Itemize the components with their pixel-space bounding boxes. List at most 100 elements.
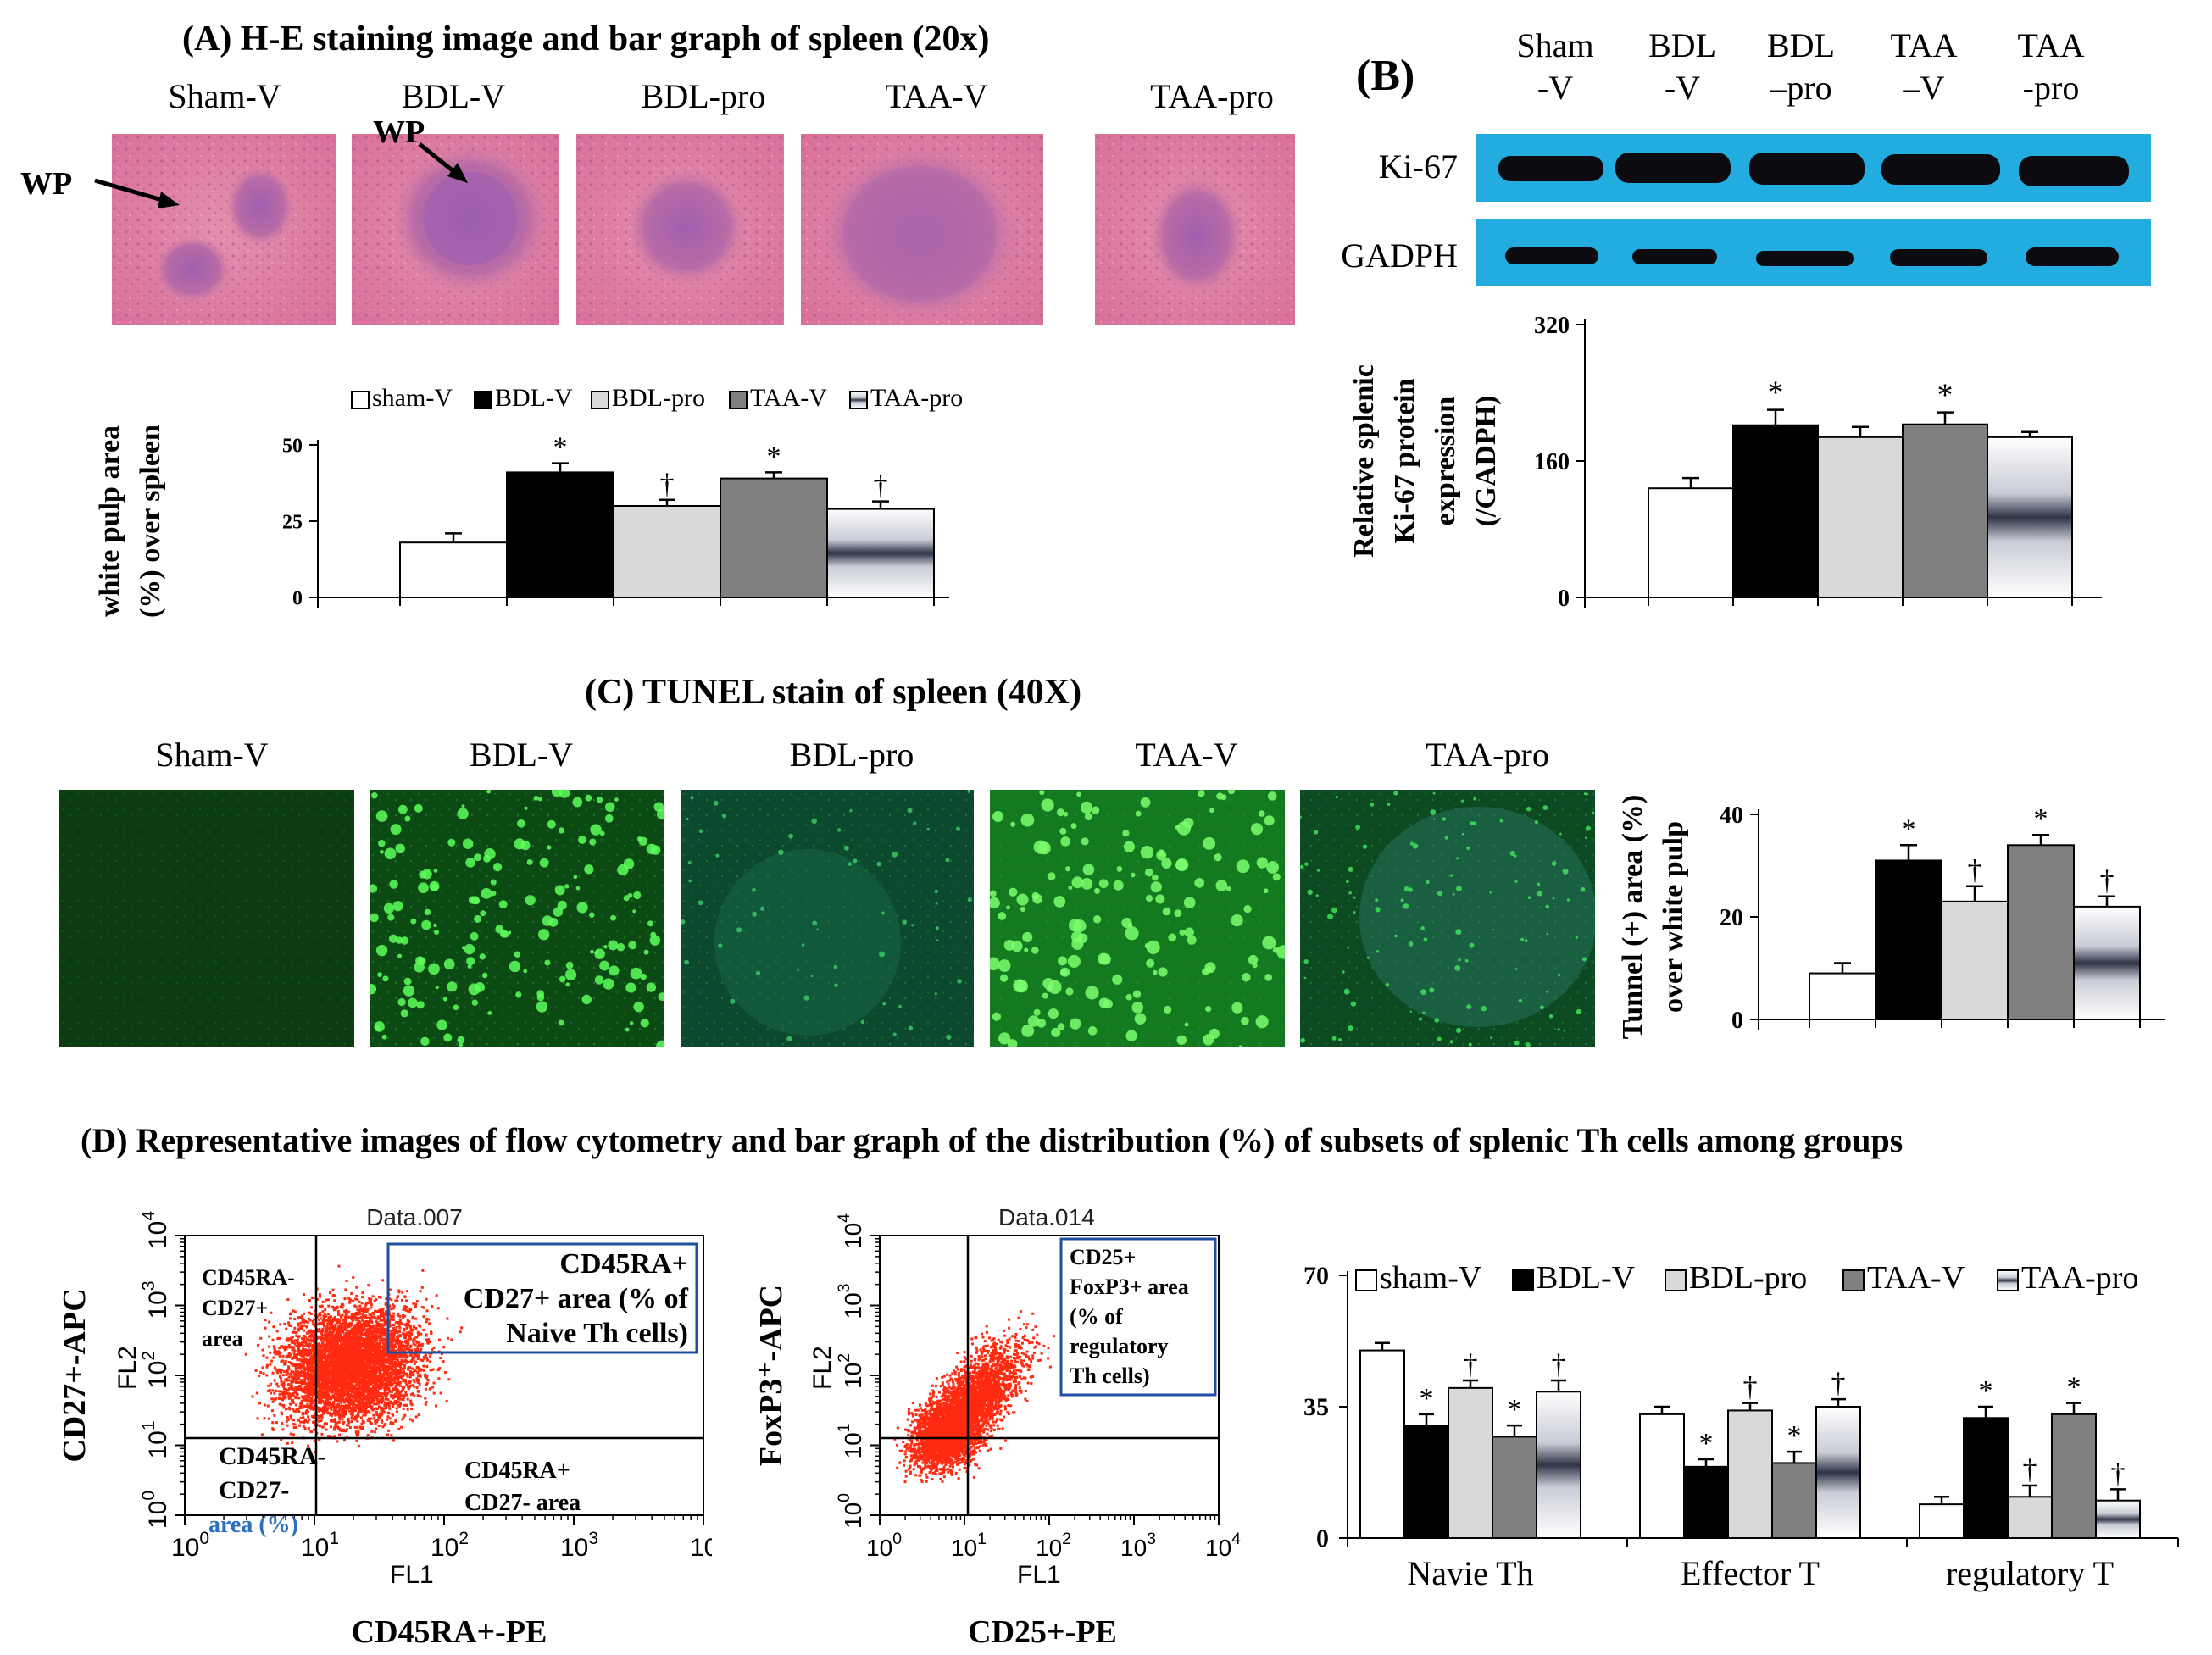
- legend-label: TAA-V: [1867, 1260, 1965, 1296]
- legend-swatch: [591, 391, 609, 409]
- bar: [1875, 859, 1942, 1020]
- gate-box-regulatory: [1059, 1237, 1217, 1397]
- wp-arrows: [94, 142, 468, 208]
- y-tick-label: 320: [1534, 313, 1570, 339]
- y-tick-label: 40: [1720, 803, 1743, 829]
- y-axis-title: FoxP3⁺-APC: [753, 1285, 789, 1466]
- y-tick-label: 103: [139, 1280, 172, 1319]
- bar: [613, 505, 721, 598]
- fl-x-label: FL1: [390, 1561, 434, 1589]
- y-axis-label: (%) over spleen: [135, 425, 166, 618]
- significance-mark: †: [2023, 1454, 2037, 1486]
- tunel-image-bdl-pro: [681, 790, 974, 1047]
- he-micrograph-taa-v: [801, 134, 1043, 325]
- x-tick-label: 104: [690, 1529, 712, 1562]
- bar: [826, 508, 935, 599]
- bar: [2007, 844, 2075, 1020]
- fl-y-label: FL2: [114, 1346, 142, 1390]
- legend-label: TAA-pro: [2021, 1260, 2138, 1296]
- he-micrograph-bdl-v: [352, 134, 559, 325]
- significance-mark: †: [2111, 1458, 2126, 1489]
- legend-swatch: [849, 391, 868, 409]
- y-tick-label: 50: [282, 435, 303, 457]
- bar: [1683, 1465, 1729, 1540]
- western-blot-gadph: [1476, 219, 2151, 286]
- panel-a-title: (A) H-E staining image and bar graph of …: [182, 19, 990, 58]
- western-blot-ki67: [1476, 134, 2151, 202]
- blot-label-gadph: GADPH: [1341, 236, 1458, 275]
- tunel-image-taa-pro: [1300, 790, 1595, 1047]
- category-label: regulatory T: [1946, 1554, 2114, 1592]
- legend-label: sham-V: [372, 384, 453, 412]
- he-micrograph-bdl-pro: [576, 134, 784, 325]
- legend-swatch: [729, 391, 748, 409]
- y-tick-label: 100: [835, 1493, 866, 1529]
- wp-label-bdl: WP: [373, 114, 425, 150]
- bar: [1987, 436, 2073, 598]
- bar: [1902, 423, 1988, 598]
- significance-mark: *: [1902, 814, 1916, 845]
- significance-mark: †: [1968, 855, 1982, 886]
- tunel-image-taa-v: [990, 790, 1285, 1047]
- tunel-label-bdl-pro: BDL-pro: [789, 736, 914, 774]
- quadrant-ur-label: CD25+: [1070, 1245, 1136, 1269]
- y-tick-label: 0: [1316, 1524, 1329, 1552]
- significance-mark: †: [660, 469, 675, 500]
- bar: [1919, 1503, 1965, 1539]
- lane-label: –V: [1903, 69, 1945, 107]
- bar: [2095, 1499, 2141, 1540]
- significance-mark: *: [1937, 378, 1954, 414]
- legend-swatch: [1842, 1269, 1865, 1291]
- legend-swatch: [351, 391, 370, 409]
- legend-swatch: [1512, 1269, 1534, 1291]
- bar: [1941, 900, 2009, 1020]
- x-axis-title: CD45RA+-PE: [352, 1614, 547, 1650]
- y-tick-label: 100: [139, 1491, 172, 1529]
- legend-label: BDL-pro: [1689, 1260, 1807, 1296]
- x-tick-label: 100: [866, 1530, 902, 1561]
- legend-label: sham-V: [1380, 1260, 1482, 1296]
- fl-y-label: FL2: [809, 1346, 836, 1390]
- quadrant-ll-label: CD27-: [219, 1476, 289, 1504]
- bar: [399, 541, 508, 598]
- significance-mark: *: [2034, 803, 2048, 835]
- tunel-image-bdl-v: [370, 790, 664, 1047]
- bar: [1727, 1409, 1773, 1539]
- legend-label: BDL-V: [495, 384, 573, 412]
- legend-label: BDL-V: [1537, 1260, 1636, 1296]
- bar: [1492, 1436, 1537, 1539]
- th-subsets-chart: sham-V BDL-V BDL-pro TAA-V TAA-pro 0 35 70 * † * † N…: [1303, 1260, 2179, 1592]
- legend-swatch: [1665, 1269, 1687, 1291]
- he-label-sham-v: Sham-V: [168, 77, 281, 115]
- y-axis-label: white pulp area: [94, 425, 125, 617]
- y-tick-label: 0: [292, 587, 303, 609]
- tunel-image-sham-v: [59, 790, 354, 1047]
- legend-swatch: [474, 391, 492, 409]
- ki67-chart: Relative splenic Ki-67 protein expression (…: [1348, 313, 2102, 612]
- y-axis-label: Ki-67 protein: [1389, 378, 1420, 543]
- y-tick-label: 25: [282, 511, 303, 533]
- bar: [1359, 1349, 1405, 1539]
- lane-label: -pro: [2022, 69, 2080, 107]
- y-axis-title: CD27+-APC: [57, 1288, 92, 1462]
- legend-label: TAA-pro: [870, 384, 963, 412]
- tunel-label-sham-v: Sham-V: [155, 736, 269, 774]
- significance-mark: †: [874, 470, 888, 502]
- y-tick-label: 101: [835, 1423, 866, 1458]
- y-tick-label: 20: [1720, 905, 1743, 931]
- quadrant-ur-label: regulatory: [1070, 1334, 1169, 1358]
- bar: [1815, 1406, 1861, 1539]
- category-label: Navie Th: [1407, 1554, 1533, 1592]
- quadrant-lr-label: CD27- area: [464, 1490, 581, 1516]
- x-tick-label: 102: [431, 1529, 469, 1562]
- quadrant-ur-label: CD27+ area (% of: [464, 1283, 689, 1314]
- quadrant-ur-label: Th cells): [1070, 1363, 1150, 1388]
- significance-mark: *: [1768, 375, 1784, 411]
- bar: [506, 471, 614, 599]
- bar: [1771, 1462, 1817, 1539]
- quadrant-ul-label: CD27+: [202, 1296, 268, 1320]
- bar: [1817, 436, 1904, 598]
- y-axis-label: Relative splenic: [1348, 364, 1380, 558]
